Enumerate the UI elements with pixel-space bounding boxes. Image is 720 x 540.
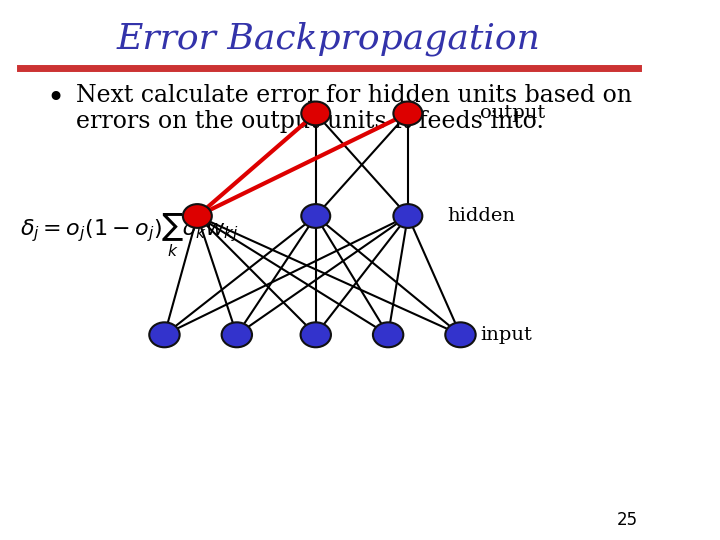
Circle shape	[393, 204, 423, 228]
Circle shape	[373, 322, 403, 347]
Circle shape	[301, 102, 330, 125]
Circle shape	[300, 322, 331, 347]
Text: output: output	[480, 104, 546, 123]
Text: •: •	[46, 84, 64, 113]
Circle shape	[149, 322, 180, 347]
Circle shape	[445, 322, 476, 347]
Text: $\delta_j = o_j(1-o_j)\sum_k \delta_k w_{kj}$: $\delta_j = o_j(1-o_j)\sum_k \delta_k w_…	[19, 211, 238, 259]
Text: Error Backpropagation: Error Backpropagation	[117, 22, 541, 56]
Circle shape	[222, 322, 252, 347]
Text: Next calculate error for hidden units based on
errors on the output units it fee: Next calculate error for hidden units ba…	[76, 84, 631, 133]
Circle shape	[393, 102, 423, 125]
Text: 25: 25	[617, 511, 638, 529]
Circle shape	[183, 204, 212, 228]
Circle shape	[301, 204, 330, 228]
Text: input: input	[480, 326, 532, 344]
Text: hidden: hidden	[447, 207, 516, 225]
